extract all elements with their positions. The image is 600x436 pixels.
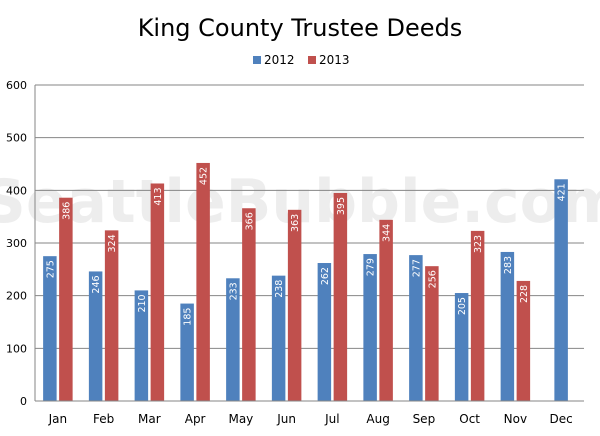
x-tick-label: Oct — [459, 412, 480, 426]
data-label: 366 — [244, 212, 255, 230]
bar-2012-May — [226, 278, 240, 401]
data-label: 324 — [107, 234, 118, 252]
bars — [43, 162, 568, 401]
bar-2013-Sep — [425, 266, 439, 401]
x-tick-label: Jun — [276, 412, 296, 426]
x-tick-label: Jul — [324, 412, 339, 426]
bar-2013-Jun — [287, 209, 302, 401]
bar-2013-Feb — [104, 230, 119, 401]
data-label: 238 — [274, 280, 285, 298]
bar-2013-Nov — [516, 280, 531, 401]
y-tick-label: 300 — [6, 237, 27, 250]
data-label: 256 — [427, 270, 438, 288]
data-label: 233 — [228, 282, 239, 300]
data-label: 262 — [320, 267, 331, 285]
bar-2012-Aug — [363, 254, 377, 401]
data-label: 210 — [137, 294, 148, 312]
x-tick-label: May — [228, 412, 253, 426]
y-tick-label: 500 — [6, 132, 27, 145]
bar-2012-Jan — [43, 256, 57, 401]
bar-2013-Apr — [196, 162, 210, 401]
data-label: 413 — [153, 187, 164, 205]
data-label: 395 — [336, 197, 347, 215]
data-labels: 275 386 246 324 210 413 185 452 233 366 238 363 262 3… — [45, 167, 567, 326]
x-tick-label: Nov — [504, 412, 527, 426]
y-tick-label: 400 — [6, 184, 27, 197]
data-label: 205 — [457, 297, 468, 315]
data-label: 277 — [411, 259, 422, 277]
data-label: 228 — [519, 285, 530, 303]
data-label: 283 — [503, 256, 514, 274]
bar-2012-Apr — [180, 303, 194, 401]
x-tick-label: Sep — [413, 412, 436, 426]
bar-2013-Jan — [59, 197, 73, 401]
bar-2012-Jul — [317, 263, 332, 401]
bar-2013-Aug — [379, 219, 393, 401]
data-label: 386 — [61, 202, 72, 220]
x-tick-label: Aug — [366, 412, 389, 426]
legend: 2012 2013 — [253, 53, 350, 67]
bar-2012-Sep — [409, 255, 423, 401]
bar-2012-Nov — [500, 251, 515, 401]
x-tick-label: Feb — [93, 412, 114, 426]
gridlines — [35, 84, 584, 349]
x-tick-label: Apr — [185, 412, 206, 426]
data-label: 363 — [290, 214, 301, 232]
y-tick-label: 200 — [6, 290, 27, 303]
axes: 0 100 200 300 400 500 600 Jan Feb Mar Apr May Jun Jul… — [6, 79, 584, 426]
legend-swatch — [308, 56, 316, 64]
y-tick-label: 0 — [20, 395, 27, 408]
bar-2012-Feb — [88, 271, 103, 401]
legend-label: 2013 — [319, 53, 350, 67]
data-label: 421 — [557, 183, 568, 201]
y-tick-label: 600 — [6, 79, 27, 92]
x-tick-label: Mar — [138, 412, 161, 426]
chart-title: King County Trustee Deeds — [138, 14, 463, 42]
data-label: 246 — [91, 275, 102, 293]
data-label: 452 — [199, 167, 210, 185]
bar-2012-Oct — [454, 293, 469, 401]
bar-2012-Dec — [554, 179, 568, 401]
bar-2012-Jun — [271, 275, 286, 401]
data-label: 275 — [45, 260, 56, 278]
bar-2013-May — [242, 208, 256, 401]
data-label: 344 — [382, 224, 393, 242]
bar-2013-Jul — [333, 192, 348, 401]
bar-2012-Mar — [134, 290, 149, 401]
bar-2013-Oct — [470, 230, 485, 401]
data-label: 279 — [366, 258, 377, 276]
legend-swatch — [253, 56, 261, 64]
y-tick-label: 100 — [6, 342, 27, 355]
data-label: 185 — [183, 308, 194, 326]
legend-label: 2012 — [264, 53, 295, 67]
bar-2013-Mar — [150, 183, 165, 401]
x-tick-label: Jan — [48, 412, 68, 426]
data-label: 323 — [473, 235, 484, 253]
x-tick-label: Dec — [550, 412, 573, 426]
